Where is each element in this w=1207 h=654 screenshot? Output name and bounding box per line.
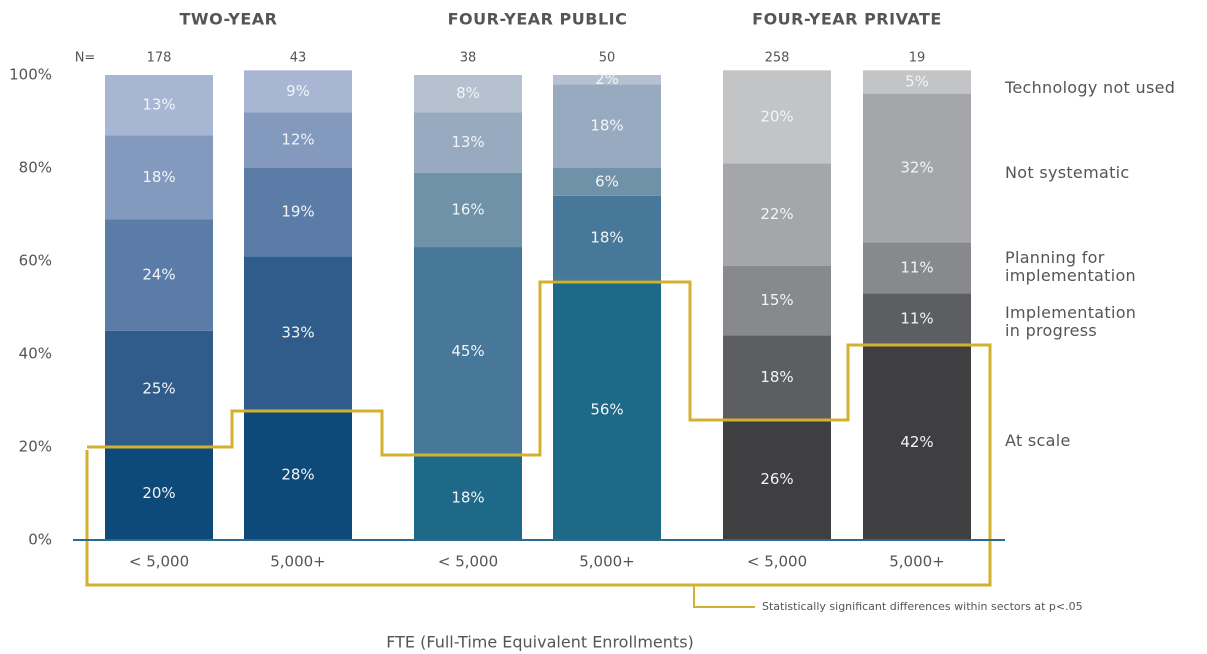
- bar-segment: [723, 163, 831, 266]
- group-title: TWO-YEAR: [180, 10, 278, 29]
- value-label: 18%: [451, 489, 484, 507]
- bar-segment: [553, 75, 661, 85]
- value-label: 13%: [451, 133, 484, 151]
- group-title: FOUR-YEAR PUBLIC: [448, 10, 628, 29]
- legend-label: Not systematic: [1005, 163, 1130, 182]
- x-tick-label: 5,000+: [579, 553, 635, 571]
- value-label: 42%: [900, 433, 933, 451]
- value-label: 26%: [760, 470, 793, 488]
- x-tick-label: < 5,000: [129, 553, 189, 571]
- y-tick-label: 0%: [28, 531, 52, 549]
- bar-segment: [863, 93, 971, 243]
- x-tick-label: 5,000+: [270, 553, 326, 571]
- n-value: 178: [147, 51, 172, 66]
- value-label: 5%: [905, 72, 929, 90]
- n-value: 38: [460, 51, 477, 66]
- bar-segment: [863, 70, 971, 94]
- n-value: 19: [909, 51, 926, 66]
- y-tick-label: 60%: [19, 252, 52, 270]
- bar-segment: [863, 344, 971, 540]
- value-label: 45%: [451, 342, 484, 360]
- legend-label: Planning for implementation: [1005, 248, 1136, 285]
- value-label: 33%: [281, 324, 314, 342]
- n-value: 50: [599, 51, 616, 66]
- x-tick-label: 5,000+: [889, 553, 945, 571]
- bar-segment: [723, 265, 831, 336]
- value-label: 9%: [286, 82, 310, 100]
- value-label: 11%: [900, 310, 933, 328]
- value-label: 56%: [590, 400, 623, 418]
- bar-segment: [723, 419, 831, 540]
- y-tick-label: 80%: [19, 159, 52, 177]
- bar-segment: [553, 84, 661, 168]
- value-label: 18%: [590, 228, 623, 246]
- value-label: 6%: [595, 172, 619, 190]
- value-label: 8%: [456, 84, 480, 102]
- value-label: 16%: [451, 200, 484, 218]
- bar-segment: [414, 112, 522, 173]
- value-label: 22%: [760, 205, 793, 223]
- legend-label: At scale: [1005, 431, 1071, 450]
- bar-segment: [723, 335, 831, 420]
- value-label: 20%: [760, 107, 793, 125]
- value-label: 18%: [142, 168, 175, 186]
- bar-segment: [553, 195, 661, 280]
- value-label: 13%: [142, 96, 175, 114]
- bar-segment: [244, 168, 352, 257]
- significance-outline: [85, 280, 992, 587]
- value-label: 2%: [595, 70, 619, 88]
- bar-segment: [244, 256, 352, 410]
- y-tick-label: 20%: [19, 438, 52, 456]
- group-title: FOUR-YEAR PRIVATE: [752, 10, 942, 29]
- annotation: Statistically significant differences wi…: [762, 600, 1083, 613]
- y-tick-label: 40%: [19, 345, 52, 363]
- bar-segment: [414, 247, 522, 457]
- n-label: N=: [75, 51, 96, 66]
- bar-segment: [105, 330, 213, 447]
- x-tick-label: < 5,000: [747, 553, 807, 571]
- bar-segment: [244, 112, 352, 168]
- value-label: 18%: [590, 117, 623, 135]
- legend-label: Implementation in progress: [1005, 303, 1137, 340]
- bar-segment: [553, 168, 661, 196]
- n-value: 258: [765, 51, 790, 66]
- legend-label: Technology not used: [1005, 78, 1176, 97]
- value-label: 20%: [142, 484, 175, 502]
- bar-segment: [105, 75, 213, 136]
- bar-segment: [105, 219, 213, 331]
- value-label: 19%: [281, 203, 314, 221]
- bar-segment: [863, 242, 971, 294]
- value-label: 25%: [142, 379, 175, 397]
- bar-segment: [553, 279, 661, 540]
- annotation-leader: [693, 585, 755, 608]
- value-label: 32%: [900, 159, 933, 177]
- x-tick-label: < 5,000: [438, 553, 498, 571]
- x-axis-title: FTE (Full-Time Equivalent Enrollments): [386, 633, 694, 652]
- value-label: 18%: [760, 368, 793, 386]
- value-label: 15%: [760, 291, 793, 309]
- bar-segment: [723, 70, 831, 164]
- value-label: 24%: [142, 265, 175, 283]
- bar-segment: [105, 135, 213, 220]
- bar-segment: [414, 456, 522, 540]
- bar-segment: [863, 293, 971, 345]
- bar-segment: [414, 172, 522, 248]
- value-label: 12%: [281, 131, 314, 149]
- value-label: 28%: [281, 465, 314, 483]
- bars: 20% 25% 24% 18% 13% 28% 33% 19% 12% 9% 18% 45% 16% 13…: [105, 70, 971, 540]
- bar-segment: [244, 409, 352, 540]
- y-tick-label: 100%: [9, 66, 52, 84]
- value-label: 11%: [900, 258, 933, 276]
- bar-segment: [414, 75, 522, 113]
- bar-segment: [244, 70, 352, 113]
- n-value: 43: [290, 51, 307, 66]
- bar-segment: [105, 447, 213, 540]
